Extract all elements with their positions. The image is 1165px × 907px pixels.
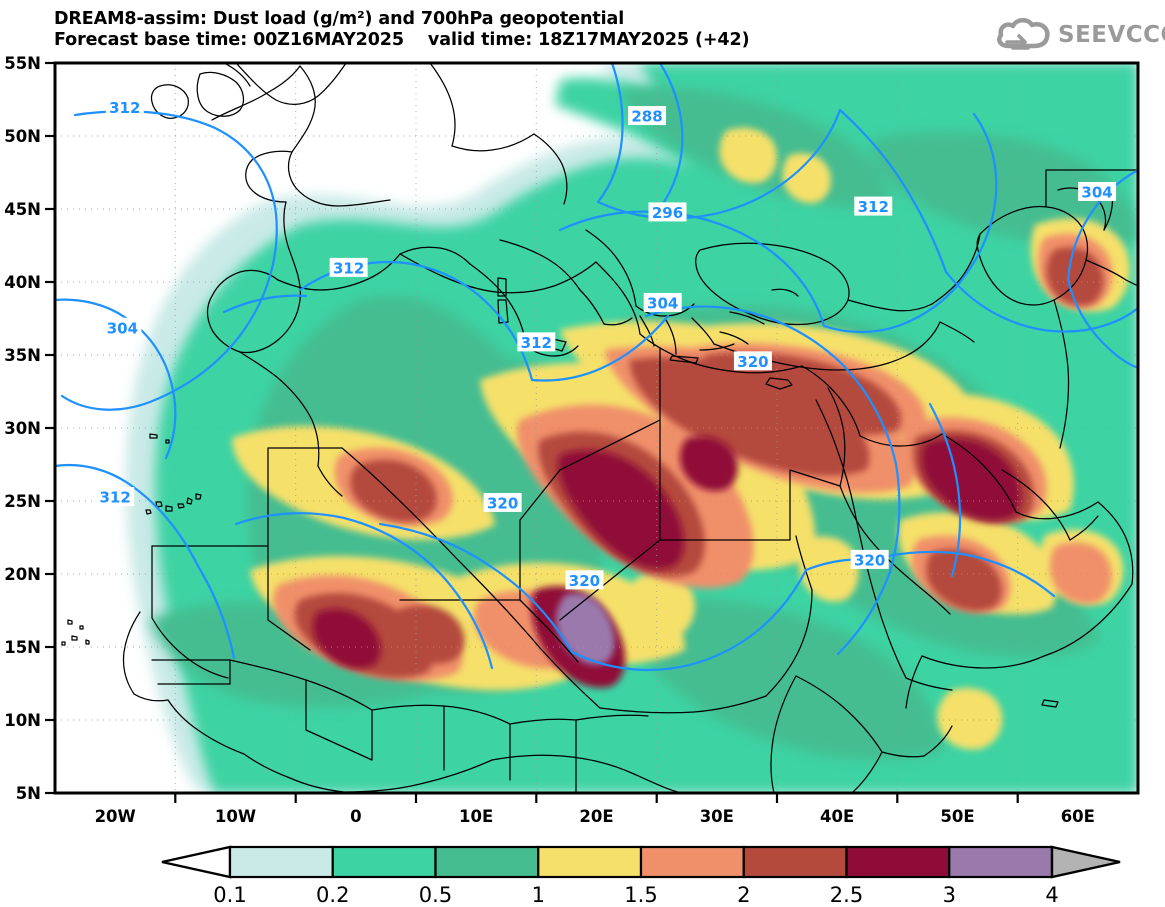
y-axis-tick-label: 40N bbox=[4, 273, 41, 292]
cloud-wind-icon bbox=[997, 18, 1050, 50]
contour-label: 304 bbox=[1081, 183, 1112, 201]
contour-label-bg bbox=[648, 202, 687, 222]
x-axis-tick-label: 10E bbox=[459, 807, 493, 826]
contour-label-bg bbox=[483, 492, 522, 512]
contour-label-bg bbox=[103, 317, 142, 337]
colorbar-over-cap bbox=[1050, 845, 1121, 879]
seevccc-logo: SEEVCCC bbox=[995, 14, 1165, 56]
contour-label-bg bbox=[628, 106, 667, 126]
coastlines-and-borders bbox=[61, 63, 1138, 793]
map-gridlines bbox=[55, 63, 1138, 793]
colorbar-tick-labels: 0.1 0.2 0.5 1 1.5 2 2.5 3 4 bbox=[213, 883, 1058, 907]
colorbar-band[interactable] bbox=[537, 845, 643, 879]
y-axis-tick-label: 15N bbox=[4, 638, 41, 657]
colorbar-band[interactable] bbox=[639, 845, 745, 879]
colorbar-tick-label: 1 bbox=[532, 883, 545, 907]
contour-label-bg bbox=[1078, 181, 1117, 201]
axis-ticks bbox=[45, 61, 1019, 803]
contour-label: 320 bbox=[487, 494, 518, 512]
contour-label: 320 bbox=[569, 572, 600, 590]
contour-label: 320 bbox=[737, 353, 768, 371]
colorbar-band[interactable] bbox=[948, 845, 1054, 879]
y-axis-tick-label: 30N bbox=[4, 419, 41, 438]
chart-title-block: DREAM8-assim: Dust load (g/m²) and 700hP… bbox=[54, 9, 934, 51]
contour-label-bg bbox=[854, 196, 893, 216]
y-axis-tick-label: 45N bbox=[4, 200, 41, 219]
colorbar-tick-label: 4 bbox=[1045, 883, 1058, 907]
x-axis-tick-label: 0 bbox=[350, 807, 361, 826]
contour-label: 312 bbox=[100, 489, 131, 507]
x-axis-tick-label: 20W bbox=[95, 807, 136, 826]
y-axis-tick-label: 35N bbox=[4, 346, 41, 365]
x-axis-tick-label: 10W bbox=[215, 807, 256, 826]
colorbar-under-cap bbox=[161, 845, 232, 879]
contour-label: 312 bbox=[109, 99, 140, 117]
contour-label: 320 bbox=[854, 551, 885, 569]
y-axis-tick-label: 10N bbox=[4, 711, 41, 730]
dust-load-field bbox=[125, 63, 1138, 793]
contour-label: 296 bbox=[652, 204, 683, 222]
y-axis-tick-label: 50N bbox=[4, 127, 41, 146]
contour-label-bg bbox=[96, 487, 135, 507]
colorbar-tick-label: 0.2 bbox=[316, 883, 349, 907]
colorbar-band[interactable] bbox=[742, 845, 848, 879]
contour-label-bg bbox=[517, 332, 556, 352]
contour-label-bg bbox=[329, 257, 368, 277]
contour-label: 304 bbox=[107, 319, 138, 337]
y-axis-tick-label: 20N bbox=[4, 565, 41, 584]
forecast-time-line: Forecast base time: 00Z16MAY2025 valid t… bbox=[54, 30, 750, 50]
y-axis-tick-label: 5N bbox=[16, 784, 41, 803]
x-axis-tick-label: 60E bbox=[1061, 807, 1095, 826]
contour-label: 312 bbox=[521, 334, 552, 352]
x-axis-tick-label: 40E bbox=[820, 807, 854, 826]
colorbar-tick-label: 1.5 bbox=[624, 883, 657, 907]
y-axis-labels: 5N 10N 15N 20N 25N 30N 35N 40N 45N 50N 55N bbox=[4, 54, 41, 803]
contour-label-bg bbox=[643, 292, 682, 312]
colorbar-tick-label: 2 bbox=[737, 883, 750, 907]
colorbar-band[interactable] bbox=[434, 845, 540, 879]
colorbar-tick-label: 2.5 bbox=[830, 883, 863, 907]
colorbar-band[interactable] bbox=[331, 845, 437, 879]
contour-label-bg bbox=[733, 351, 772, 371]
colorbar-tick-label: 0.5 bbox=[419, 883, 452, 907]
contour-label: 312 bbox=[858, 198, 889, 216]
x-axis-tick-label: 20E bbox=[579, 807, 613, 826]
contour-label-bg bbox=[565, 570, 604, 590]
colorbar-band[interactable] bbox=[228, 845, 334, 879]
colorbar-band[interactable] bbox=[845, 845, 951, 879]
y-axis-tick-label: 25N bbox=[4, 492, 41, 511]
x-axis-labels: 20W 10W 0 10E 20E 30E 40E 50E 60E bbox=[95, 807, 1095, 826]
colorbar-tick-label: 3 bbox=[943, 883, 956, 907]
contour-label-bg bbox=[105, 97, 144, 117]
contour-label: 304 bbox=[647, 294, 678, 312]
x-axis-tick-label: 30E bbox=[700, 807, 734, 826]
x-axis-tick-label: 50E bbox=[940, 807, 974, 826]
logo-wordmark: SEEVCCC bbox=[1058, 21, 1165, 48]
colorbar-tick-label: 0.1 bbox=[213, 883, 246, 907]
contour-labels: 312 304 312 312 312 288 296 304 320 320 320 312 304 3… bbox=[96, 97, 1117, 590]
page-title: DREAM8-assim: Dust load (g/m²) and 700hP… bbox=[54, 9, 625, 29]
contour-label: 312 bbox=[333, 259, 364, 277]
colorbar[interactable] bbox=[161, 845, 1121, 879]
y-axis-tick-label: 55N bbox=[4, 54, 41, 73]
contour-label: 288 bbox=[631, 108, 662, 126]
contour-label-bg bbox=[850, 549, 889, 569]
